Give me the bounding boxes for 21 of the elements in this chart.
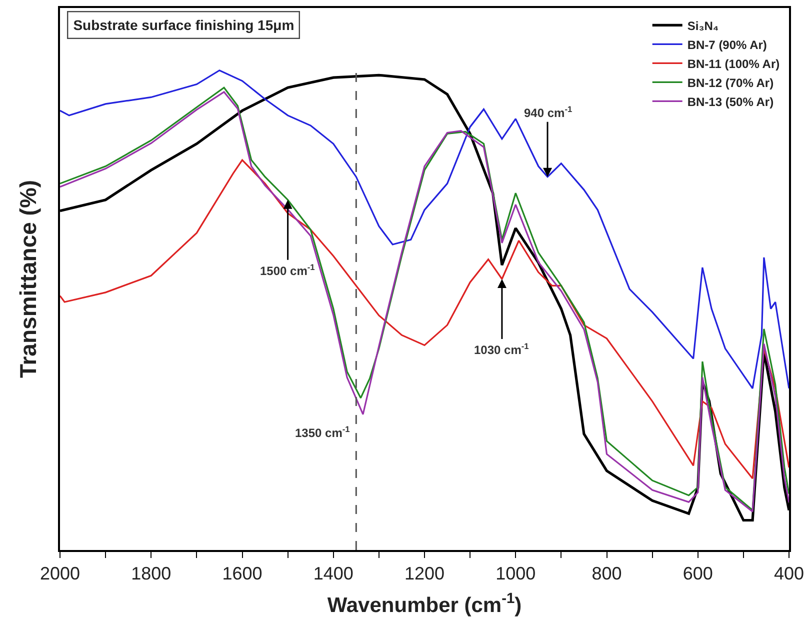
x-tick-label: 600 [682, 563, 713, 584]
x-tick-label: 1600 [222, 563, 262, 584]
annotation: 940 cm$^{-1}$ [524, 104, 572, 120]
annotation: 1030 cm$^{-1}$ [474, 341, 530, 358]
legend-label: BN-13 (50% Ar) [687, 94, 774, 109]
x-tick-label: 2000 [40, 563, 80, 584]
legend-label: BN-12 (70% Ar) [687, 76, 774, 90]
y-axis-title: Transmittance (%) [15, 180, 42, 378]
x-axis-title: Wavenumber (cm$^{-1}$) [327, 591, 522, 618]
legend-label: BN-11 (100% Ar) [687, 56, 780, 71]
x-tick-label: 400 [774, 563, 804, 584]
x-tick-label: 800 [592, 563, 622, 584]
x-tick-label: 1400 [313, 563, 354, 584]
x-tick-label: 1000 [496, 563, 536, 584]
legend-label: Si₃N₄ [687, 18, 719, 33]
legend-label: BN-7 (90% Ar) [687, 38, 767, 52]
ref-line-label: 1350 cm$^{-1}$ [295, 424, 350, 440]
x-tick-label: 1200 [404, 563, 445, 584]
annotation: 1500 cm$^{-1}$ [260, 262, 316, 278]
chart-title: Substrate surface finishing 15μm [73, 17, 294, 34]
x-tick-label: 1800 [131, 563, 172, 584]
